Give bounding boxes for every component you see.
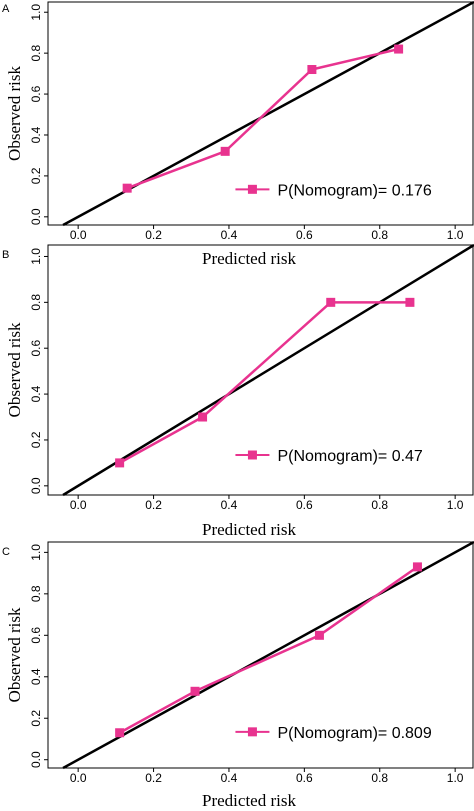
panel-label: B: [2, 249, 9, 261]
y-axis-title: Observed risk: [5, 322, 24, 417]
panel-label: A: [2, 3, 10, 15]
legend-label: P(Nomogram)= 0.809: [277, 725, 431, 742]
data-point-marker: [394, 44, 404, 54]
x-tick-label: 0.2: [145, 228, 162, 242]
x-tick-label: 0.8: [371, 498, 388, 512]
data-point-marker: [326, 297, 336, 307]
x-tick-label: 0.8: [371, 771, 388, 785]
series-line: [119, 301, 410, 464]
y-tick-label: 0.0: [29, 208, 43, 225]
x-tick-label: 0.4: [221, 228, 238, 242]
x-tick-label: 0.2: [145, 498, 162, 512]
legend-marker-swatch: [247, 450, 257, 460]
x-tick-label: 0.0: [70, 228, 87, 242]
y-tick-label: 0.2: [29, 167, 43, 184]
x-axis-title: Predicted risk: [202, 791, 296, 810]
x-tick-label: 0.6: [296, 771, 313, 785]
y-axis-title: Observed risk: [5, 66, 24, 161]
x-tick-label: 0.0: [70, 771, 87, 785]
x-tick-label: 1.0: [447, 498, 464, 512]
data-point-marker: [405, 297, 415, 307]
x-tick-label: 1.0: [447, 771, 464, 785]
x-tick-label: 0.2: [145, 771, 162, 785]
y-tick-label: 0.0: [29, 477, 43, 494]
y-tick-label: 0.6: [29, 85, 43, 102]
y-tick-label: 0.8: [29, 44, 43, 61]
reference-diagonal-line: [62, 540, 474, 770]
x-tick-label: 0.6: [296, 228, 313, 242]
plot-frame: [47, 1, 474, 226]
y-tick-label: 0.2: [29, 710, 43, 727]
legend-marker-swatch: [247, 184, 257, 194]
x-axis-title: Predicted risk: [202, 520, 296, 539]
plot-frame: [47, 244, 474, 496]
calibration-panel-b: B 0.0 0.2 0.4 0.6 0.8 1.0 0.0 0.2 0.4 0.6 0.8 1.0 Pre…: [2, 243, 474, 539]
y-tick-label: 0.4: [29, 668, 43, 685]
data-point-marker: [198, 412, 208, 422]
y-tick-label: 0.2: [29, 431, 43, 448]
x-tick-label: 0.4: [221, 771, 238, 785]
y-tick-label: 1.0: [29, 544, 43, 561]
x-tick-label: 0.0: [70, 498, 87, 512]
data-point-marker: [190, 686, 200, 696]
data-point-marker: [115, 458, 125, 468]
x-tick-label: 0.8: [371, 228, 388, 242]
y-tick-label: 1.0: [29, 248, 43, 265]
data-point-marker: [220, 146, 230, 156]
series-line: [119, 565, 419, 734]
legend-label: P(Nomogram)= 0.176: [277, 182, 431, 199]
data-point-marker: [314, 630, 324, 640]
x-tick-label: 0.6: [296, 498, 313, 512]
series-line: [126, 47, 399, 190]
data-point-marker: [122, 183, 132, 193]
y-tick-label: 1.0: [29, 4, 43, 21]
calibration-panel-c: C 0.0 0.2 0.4 0.6 0.8 1.0 0.0 0.2 0.4 0.6 0.8 1.0 Pre…: [2, 540, 474, 810]
y-axis-title: Observed risk: [5, 607, 24, 702]
y-tick-label: 0.4: [29, 385, 43, 402]
y-tick-label: 0.6: [29, 340, 43, 357]
data-point-marker: [412, 562, 422, 572]
y-tick-label: 0.8: [29, 585, 43, 602]
legend-marker-swatch: [247, 727, 257, 737]
panel-label: C: [2, 546, 10, 558]
x-axis-title: Predicted risk: [202, 249, 296, 268]
x-tick-label: 1.0: [447, 228, 464, 242]
legend-label: P(Nomogram)= 0.47: [277, 448, 422, 465]
data-point-marker: [307, 65, 317, 75]
y-tick-label: 0.6: [29, 627, 43, 644]
y-tick-label: 0.8: [29, 294, 43, 311]
y-tick-label: 0.0: [29, 751, 43, 768]
plot-frame: [47, 541, 474, 769]
y-tick-label: 0.4: [29, 126, 43, 143]
reference-diagonal-line: [62, 243, 474, 497]
calibration-panel-a: A 0.0 0.2 0.4 0.6 0.8 1.0 0.0 0.2 0.4 0.6 0.8 1.0 Pre…: [2, 0, 474, 268]
data-point-marker: [115, 728, 125, 738]
x-tick-label: 0.4: [221, 498, 238, 512]
